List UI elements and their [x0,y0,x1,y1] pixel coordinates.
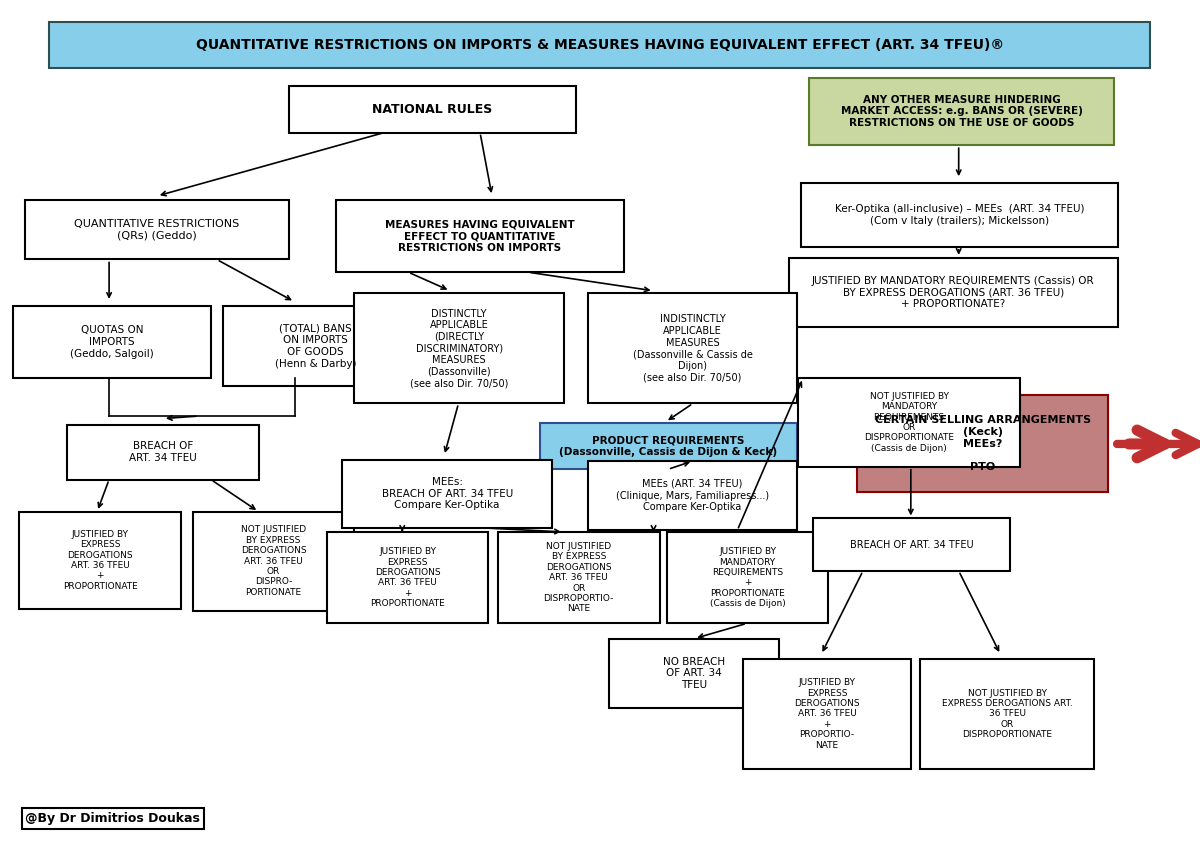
FancyBboxPatch shape [809,77,1115,145]
FancyBboxPatch shape [326,532,488,623]
FancyBboxPatch shape [193,512,354,610]
Text: NOT JUSTIFIED
BY EXPRESS
DEROGATIONS
ART. 36 TFEU
OR
DISPROPORTIO-
NATE: NOT JUSTIFIED BY EXPRESS DEROGATIONS ART… [544,542,614,613]
Text: NOT JUSTIFIED BY
MANDATORY
REQUIREMENTS
OR
DISPROPORTIONATE
(Cassis de Dijon): NOT JUSTIFIED BY MANDATORY REQUIREMENTS … [864,392,954,453]
Text: MEASURES HAVING EQUIVALENT
EFFECT TO QUANTITATIVE
RESTRICTIONS ON IMPORTS: MEASURES HAVING EQUIVALENT EFFECT TO QUA… [385,220,575,253]
Text: @By Dr Dimitrios Doukas: @By Dr Dimitrios Doukas [25,812,200,825]
Text: QUANTITATIVE RESTRICTIONS
(QRs) (Geddo): QUANTITATIVE RESTRICTIONS (QRs) (Geddo) [74,219,240,240]
Text: JUSTIFIED BY
MANDATORY
REQUIREMENTS
+
PROPORTIONATE
(Cassis de Dijon): JUSTIFIED BY MANDATORY REQUIREMENTS + PR… [709,547,785,608]
Text: CERTAIN SELLING ARRANGEMENTS
(Keck)
MEEs?

PTO: CERTAIN SELLING ARRANGEMENTS (Keck) MEEs… [875,415,1091,472]
FancyBboxPatch shape [800,183,1118,247]
FancyBboxPatch shape [857,395,1109,492]
FancyBboxPatch shape [920,659,1094,769]
Text: NO BREACH
OF ART. 34
TFEU: NO BREACH OF ART. 34 TFEU [664,656,725,690]
FancyBboxPatch shape [67,424,259,480]
Text: BREACH OF
ART. 34 TFEU: BREACH OF ART. 34 TFEU [130,441,197,463]
FancyBboxPatch shape [25,200,288,260]
Text: MEEs (ART. 34 TFEU)
(Clinique, Mars, Familiapress...)
Compare Ker-Optika: MEEs (ART. 34 TFEU) (Clinique, Mars, Fam… [616,479,769,512]
Text: JUSTIFIED BY
EXPRESS
DEROGATIONS
ART. 36 TFEU
+
PROPORTIONATE: JUSTIFIED BY EXPRESS DEROGATIONS ART. 36… [371,547,445,608]
Text: NATIONAL RULES: NATIONAL RULES [372,103,492,115]
FancyBboxPatch shape [798,378,1020,467]
Text: (TOTAL) BANS
ON IMPORTS
OF GOODS
(Henn & Darby): (TOTAL) BANS ON IMPORTS OF GOODS (Henn &… [275,323,356,368]
Text: PRODUCT REQUIREMENTS
(Dassonville, Cassis de Dijon & Keck): PRODUCT REQUIREMENTS (Dassonville, Cassi… [559,436,778,457]
FancyBboxPatch shape [610,638,779,708]
Text: ANY OTHER MEASURE HINDERING
MARKET ACCESS: e.g. BANS OR (SEVERE)
RESTRICTIONS ON: ANY OTHER MEASURE HINDERING MARKET ACCES… [841,95,1082,128]
Text: MEEs:
BREACH OF ART. 34 TFEU
Compare Ker-Optika: MEEs: BREACH OF ART. 34 TFEU Compare Ker… [382,477,512,510]
Text: INDISTINCTLY
APPLICABLE
MEASURES
(Dassonville & Cassis de
Dijon)
(see also Dir. : INDISTINCTLY APPLICABLE MEASURES (Dasson… [632,314,752,382]
Text: JUSTIFIED BY
EXPRESS
DEROGATIONS
ART. 36 TFEU
+
PROPORTIO-
NATE: JUSTIFIED BY EXPRESS DEROGATIONS ART. 36… [794,678,860,750]
FancyBboxPatch shape [540,423,797,469]
Text: JUSTIFIED BY
EXPRESS
DEROGATIONS
ART. 36 TFEU
+
PROPORTIONATE: JUSTIFIED BY EXPRESS DEROGATIONS ART. 36… [62,530,138,591]
FancyBboxPatch shape [19,512,181,609]
FancyBboxPatch shape [588,294,797,403]
FancyBboxPatch shape [354,294,564,403]
Text: BREACH OF ART. 34 TFEU: BREACH OF ART. 34 TFEU [850,540,973,549]
Text: DISTINCTLY
APPLICABLE
(DIRECTLY
DISCRIMINATORY)
MEASURES
(Dassonville)
(see also: DISTINCTLY APPLICABLE (DIRECTLY DISCRIMI… [410,308,509,388]
Text: Ker-Optika (all-inclusive) – MEEs  (ART. 34 TFEU)
(Com v Italy (trailers); Micke: Ker-Optika (all-inclusive) – MEEs (ART. … [834,205,1084,226]
FancyBboxPatch shape [288,86,576,132]
FancyBboxPatch shape [588,461,797,531]
FancyBboxPatch shape [498,532,660,623]
FancyBboxPatch shape [812,519,1010,571]
FancyBboxPatch shape [223,306,408,386]
FancyBboxPatch shape [342,460,552,528]
Text: NOT JUSTIFIED BY
EXPRESS DEROGATIONS ART.
36 TFEU
OR
DISPROPORTIONATE: NOT JUSTIFIED BY EXPRESS DEROGATIONS ART… [942,689,1073,739]
FancyBboxPatch shape [667,532,828,623]
FancyBboxPatch shape [743,659,911,769]
Text: QUANTITATIVE RESTRICTIONS ON IMPORTS & MEASURES HAVING EQUIVALENT EFFECT (ART. 3: QUANTITATIVE RESTRICTIONS ON IMPORTS & M… [196,38,1003,52]
FancyBboxPatch shape [13,306,211,378]
Text: QUOTAS ON
IMPORTS
(Geddo, Salgoil): QUOTAS ON IMPORTS (Geddo, Salgoil) [71,325,154,358]
Text: JUSTIFIED BY MANDATORY REQUIREMENTS (Cassis) OR
BY EXPRESS DEROGATIONS (ART. 36 : JUSTIFIED BY MANDATORY REQUIREMENTS (Cas… [812,276,1094,309]
FancyBboxPatch shape [788,258,1118,327]
FancyBboxPatch shape [336,200,624,273]
Text: NOT JUSTIFIED
BY EXPRESS
DEROGATIONS
ART. 36 TFEU
OR
DISPRO-
PORTIONATE: NOT JUSTIFIED BY EXPRESS DEROGATIONS ART… [241,526,306,597]
FancyBboxPatch shape [49,22,1150,68]
